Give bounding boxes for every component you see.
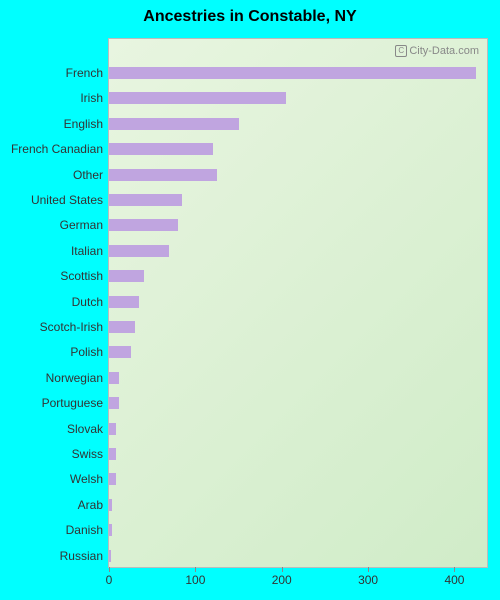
x-axis-tick — [195, 567, 196, 572]
bar — [109, 524, 112, 536]
y-axis-label: Other — [73, 168, 103, 182]
bar-row: Welsh — [109, 473, 489, 485]
bar — [109, 270, 144, 282]
bar-row: Slovak — [109, 423, 489, 435]
bar-row: Russian — [109, 550, 489, 562]
y-axis-label: Italian — [71, 244, 103, 258]
y-axis-label: Danish — [66, 523, 103, 537]
y-axis-label: Irish — [80, 91, 103, 105]
bar-row: Scottish — [109, 270, 489, 282]
bar-row: Italian — [109, 245, 489, 257]
bar — [109, 448, 116, 460]
y-axis-label: Dutch — [72, 295, 103, 309]
y-axis-label: Polish — [70, 345, 103, 359]
bar — [109, 499, 112, 511]
bar — [109, 550, 111, 562]
bar-row: French Canadian — [109, 143, 489, 155]
bar-row: Other — [109, 169, 489, 181]
y-axis-label: Scottish — [60, 269, 103, 283]
y-axis-label: Swiss — [72, 447, 103, 461]
y-axis-label: Scotch-Irish — [40, 320, 103, 334]
bar-row: Irish — [109, 92, 489, 104]
bar — [109, 423, 116, 435]
bar — [109, 321, 135, 333]
bar — [109, 92, 286, 104]
y-axis-label: English — [64, 117, 103, 131]
bar-row: French — [109, 67, 489, 79]
x-axis-tick-label: 0 — [106, 573, 113, 587]
bar-row: Arab — [109, 499, 489, 511]
x-axis-tick-label: 200 — [272, 573, 292, 587]
x-axis-tick — [454, 567, 455, 572]
bar-row: Polish — [109, 346, 489, 358]
bar — [109, 245, 169, 257]
bar-row: German — [109, 219, 489, 231]
bar-row: Portuguese — [109, 397, 489, 409]
bar — [109, 372, 119, 384]
bar — [109, 169, 217, 181]
x-axis-tick-label: 400 — [444, 573, 464, 587]
bar-row: Scotch-Irish — [109, 321, 489, 333]
bar-row: Danish — [109, 524, 489, 536]
y-axis-label: Russian — [60, 549, 103, 563]
y-axis-label: Norwegian — [46, 371, 103, 385]
bar-row: Swiss — [109, 448, 489, 460]
bar — [109, 346, 131, 358]
bar — [109, 67, 476, 79]
bar-row: Norwegian — [109, 372, 489, 384]
plot-area: C City-Data.com French Irish English French… — [108, 38, 488, 568]
bar — [109, 296, 139, 308]
bar — [109, 194, 182, 206]
bar-row: English — [109, 118, 489, 130]
bar — [109, 143, 213, 155]
x-axis-tick-label: 100 — [185, 573, 205, 587]
y-axis-label: French Canadian — [11, 142, 103, 156]
x-axis-tick-label: 300 — [358, 573, 378, 587]
x-axis-tick — [109, 567, 110, 572]
y-axis-label: United States — [31, 193, 103, 207]
chart-title: Ancestries in Constable, NY — [0, 8, 500, 26]
watermark-text: City-Data.com — [409, 45, 479, 57]
x-axis-tick — [282, 567, 283, 572]
bar — [109, 397, 119, 409]
watermark-icon: C — [395, 45, 407, 57]
y-axis-label: Arab — [78, 498, 103, 512]
y-axis-label: German — [60, 218, 103, 232]
bar-row: Dutch — [109, 296, 489, 308]
bar — [109, 219, 178, 231]
watermark: C City-Data.com — [395, 45, 479, 57]
bar — [109, 473, 116, 485]
y-axis-label: Slovak — [67, 422, 103, 436]
bar-row: United States — [109, 194, 489, 206]
x-axis-tick — [368, 567, 369, 572]
y-axis-label: French — [66, 66, 103, 80]
bar — [109, 118, 239, 130]
y-axis-label: Portuguese — [42, 396, 103, 410]
y-axis-label: Welsh — [70, 472, 103, 486]
chart-canvas: Ancestries in Constable, NY C City-Data.… — [0, 0, 500, 600]
